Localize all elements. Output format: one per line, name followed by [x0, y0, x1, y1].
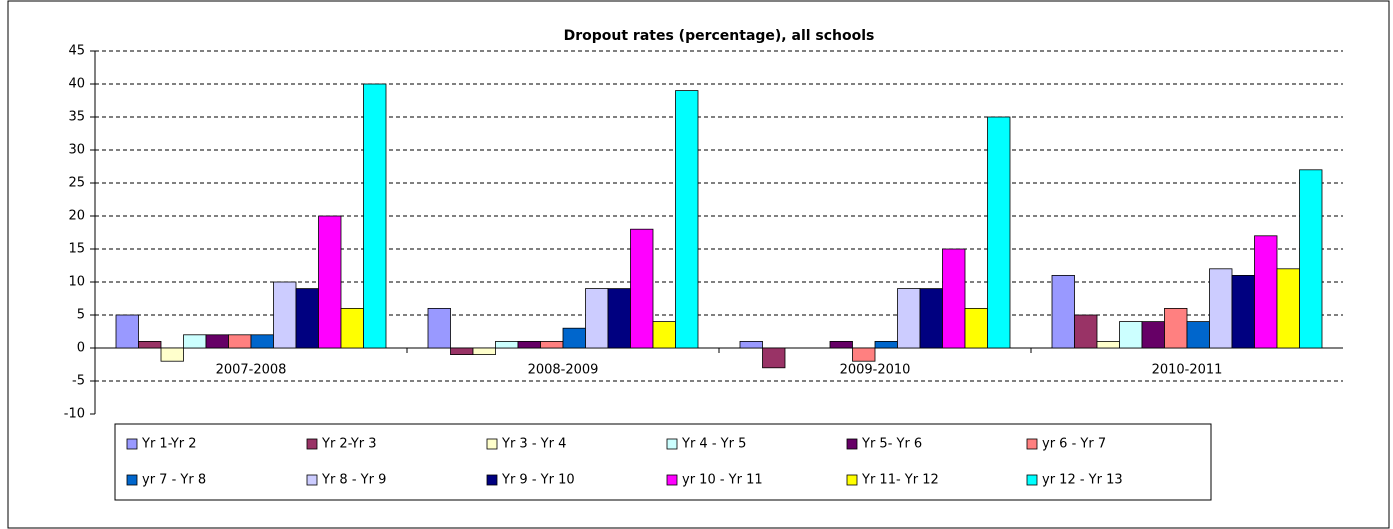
bar	[1119, 321, 1143, 349]
bar	[652, 321, 676, 349]
bar	[340, 307, 364, 349]
y-tick-label: 40	[68, 77, 85, 92]
bar	[1051, 274, 1075, 349]
y-tick-label: 35	[68, 110, 85, 125]
y-tick-label: 15	[68, 242, 85, 257]
y-tick-label: -5	[72, 374, 85, 389]
bar	[138, 340, 162, 349]
x-tick-label: 2009-2010	[840, 363, 911, 378]
y-tick-label: -10	[64, 407, 85, 422]
bar	[517, 340, 541, 349]
y-tick-label: 25	[68, 176, 85, 191]
bar	[562, 327, 586, 349]
bar	[115, 314, 139, 349]
legend-label: Yr 2-Yr 3	[321, 437, 377, 452]
legend-label: Yr 4 - Yr 5	[681, 437, 746, 452]
y-tick-label: 10	[68, 275, 85, 290]
bar	[987, 116, 1011, 349]
bar	[1141, 321, 1165, 349]
bar	[897, 288, 921, 349]
bar	[630, 228, 654, 349]
legend-swatch	[666, 438, 678, 450]
bar	[675, 90, 699, 349]
y-tick-label: 30	[68, 143, 85, 158]
bar	[762, 347, 786, 369]
x-tick-label: 2008-2009	[528, 363, 599, 378]
bar	[607, 288, 631, 349]
legend-swatch	[486, 474, 498, 486]
y-tick-label: 20	[68, 209, 85, 224]
legend-swatch	[1026, 474, 1038, 486]
legend-label: Yr 11- Yr 12	[861, 473, 939, 488]
legend-label: yr 12 - Yr 13	[1042, 473, 1123, 488]
chart-title: Dropout rates (percentage), all schools	[564, 28, 875, 44]
legend-swatch	[846, 474, 858, 486]
bar	[1074, 314, 1098, 349]
legend-swatch	[486, 438, 498, 450]
bar	[472, 347, 496, 355]
legend-label: Yr 8 - Yr 9	[321, 473, 386, 488]
bar	[852, 347, 876, 362]
bar	[829, 340, 853, 349]
bar	[1096, 340, 1120, 349]
bar	[1231, 274, 1255, 349]
legend-label: Yr 3 - Yr 4	[501, 437, 566, 452]
bar	[1209, 268, 1233, 349]
bar	[739, 340, 763, 349]
y-tick-label: 45	[68, 44, 85, 59]
legend-swatch	[126, 474, 138, 486]
x-tick-label: 2010-2011	[1152, 363, 1223, 378]
legend-swatch	[126, 438, 138, 450]
y-tick-label: 0	[77, 341, 85, 356]
legend-label: yr 6 - Yr 7	[1042, 437, 1106, 452]
bar	[1254, 235, 1278, 349]
bar	[874, 340, 898, 349]
legend-swatch	[306, 438, 318, 450]
bar	[964, 307, 988, 349]
bar	[183, 334, 207, 349]
legend-label: Yr 5- Yr 6	[861, 437, 922, 452]
bar	[1276, 268, 1300, 349]
legend-swatch	[846, 438, 858, 450]
bar	[1164, 307, 1188, 349]
legend-label: Yr 9 - Yr 10	[501, 473, 575, 488]
bar	[942, 248, 966, 349]
bar	[295, 288, 319, 349]
bar	[540, 340, 564, 349]
legend-swatch	[306, 474, 318, 486]
legend-label: Yr 1-Yr 2	[141, 437, 197, 452]
bar	[495, 340, 519, 349]
bar	[318, 215, 342, 349]
bar	[228, 334, 252, 349]
bar	[427, 307, 451, 349]
bar	[919, 288, 943, 349]
bar	[585, 288, 609, 349]
bar	[160, 347, 184, 362]
bar	[1186, 321, 1210, 349]
y-tick-label: 5	[77, 308, 85, 323]
bar	[205, 334, 229, 349]
legend-swatch	[1026, 438, 1038, 450]
legend-label: yr 10 - Yr 11	[682, 473, 763, 488]
bar	[450, 347, 474, 355]
legend-box	[114, 423, 1212, 501]
x-tick-label: 2007-2008	[216, 363, 287, 378]
bar	[363, 83, 387, 349]
legend-swatch	[666, 474, 678, 486]
bar	[250, 334, 274, 349]
bar	[273, 281, 297, 349]
bar	[1299, 169, 1323, 349]
legend-label: yr 7 - Yr 8	[142, 473, 206, 488]
